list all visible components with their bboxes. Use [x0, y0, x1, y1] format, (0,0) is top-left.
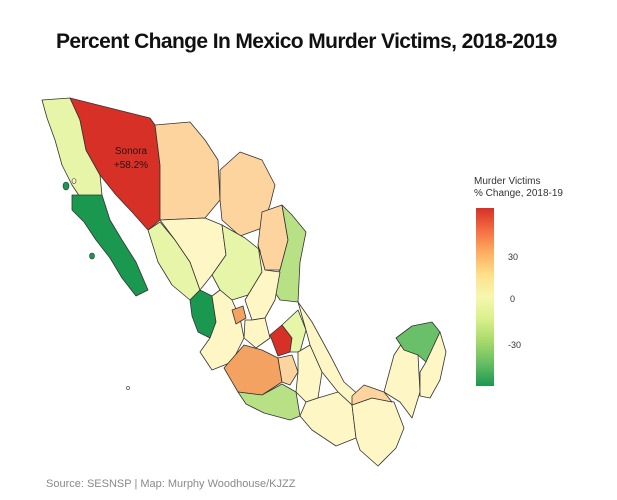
legend-tick: 30: [508, 252, 519, 262]
island-marker: [89, 252, 95, 260]
legend-title-line1: Murder Victims: [474, 176, 541, 187]
legend-tick: -30: [508, 340, 522, 350]
state-baja-california-sur[interactable]: [71, 194, 149, 297]
island-marker: [126, 386, 130, 390]
legend-title-line2: % Change, 2018-19: [474, 188, 563, 199]
state-chiapas[interactable]: [351, 397, 405, 467]
callout-value: +58.2%: [113, 160, 149, 171]
state-zacatecas[interactable]: [211, 224, 263, 301]
state-campeche[interactable]: [383, 339, 421, 419]
state-aguascalientes[interactable]: [231, 305, 247, 325]
callout-state: Sonora: [114, 146, 148, 157]
legend-color-bar: [476, 208, 494, 386]
legend-title: Murder Victims % Change, 2018-19: [474, 176, 563, 200]
state-quintana-roo[interactable]: [419, 331, 447, 399]
legend-tick: 0: [510, 294, 516, 304]
state-chihuahua[interactable]: [154, 121, 221, 221]
island-marker: [71, 178, 77, 184]
source-credit: Source: SESNSP | Map: Murphy Woodhouse/K…: [46, 478, 296, 490]
state-guanajuato[interactable]: [243, 317, 271, 349]
island-marker: [62, 181, 70, 191]
map-title: Percent Change In Mexico Murder Victims,…: [56, 30, 557, 53]
state-mexico[interactable]: [277, 354, 299, 386]
sonora-callout: Sonora +58.2%: [106, 145, 156, 173]
state-tabasco[interactable]: [351, 384, 393, 406]
state-sonora[interactable]: [69, 97, 161, 231]
